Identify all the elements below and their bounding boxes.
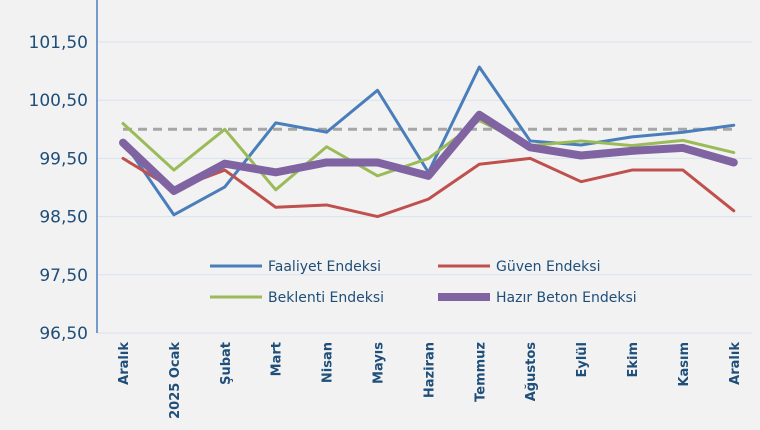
y-tick-label: 99,50 [39, 149, 88, 169]
legend-label: Beklenti Endeksi [268, 290, 384, 306]
legend-label: Hazır Beton Endeksi [496, 290, 637, 306]
y-tick-labels: 96,50 97,50 98,50 99,50 100,50 101,50 [29, 33, 88, 344]
legend: Faaliyet Endeksi Güven Endeksi Beklenti En… [210, 259, 637, 306]
y-tick-label: 97,50 [39, 266, 88, 286]
x-tick-label: Ağustos [524, 342, 539, 402]
y-tick-label: 101,50 [29, 33, 88, 53]
y-tick-label: 100,50 [29, 91, 88, 111]
x-tick-label: Kasım [677, 342, 692, 387]
series-line-0 [121, 65, 736, 217]
legend-label: Güven Endeksi [496, 259, 600, 275]
x-tick-label: Haziran [422, 342, 437, 398]
x-tick-label: Eylül [575, 342, 590, 378]
series-line-3 [119, 110, 738, 195]
y-tick-label: 96,50 [39, 324, 88, 344]
x-tick-label: Temmuz [473, 342, 488, 402]
gridlines [97, 41, 752, 334]
x-tick-label: Şubat [219, 342, 234, 385]
y-tick-label: 98,50 [39, 208, 88, 228]
x-tick-label: Nisan [321, 342, 336, 383]
x-tick-label: Mayıs [372, 342, 387, 384]
series-lines [119, 65, 738, 219]
x-tick-labels: Aralık 2025 Ocak Şubat Mart Nisan Mayıs Hazira… [117, 342, 743, 419]
x-tick-label: Aralık [117, 342, 132, 385]
x-tick-label: 2025 Ocak [168, 342, 183, 419]
x-tick-label: Aralık [728, 342, 743, 385]
x-tick-label: Ekim [626, 342, 641, 378]
x-tick-label: Mart [270, 342, 285, 376]
legend-label: Faaliyet Endeksi [268, 259, 381, 275]
